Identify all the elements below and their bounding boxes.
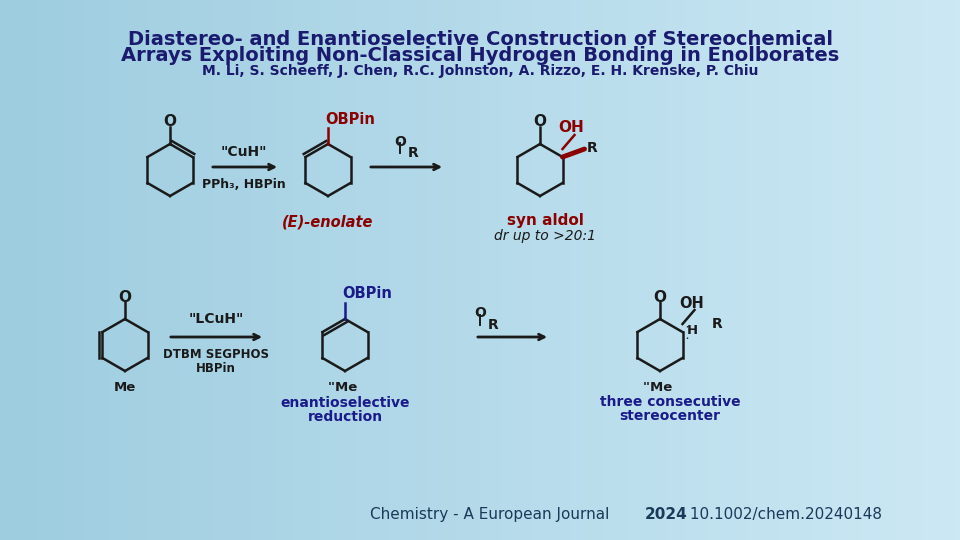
Text: H: H [687,323,698,336]
Text: "CuH": "CuH" [221,145,267,159]
Text: reduction: reduction [307,410,383,424]
Text: dr up to >20:1: dr up to >20:1 [494,229,596,243]
Text: ''Me: ''Me [643,381,673,394]
Text: enantioselective: enantioselective [280,396,410,410]
Text: three consecutive: three consecutive [600,395,740,409]
Text: O: O [163,114,177,130]
Text: M. Li, S. Scheeff, J. Chen, R.C. Johnston, A. Rizzo, E. H. Krenske, P. Chiu: M. Li, S. Scheeff, J. Chen, R.C. Johnsto… [202,64,758,78]
Text: "LCuH": "LCuH" [188,312,244,326]
Text: OBPin: OBPin [325,111,375,126]
Text: Diastereo- and Enantioselective Construction of Stereochemical: Diastereo- and Enantioselective Construc… [128,30,832,49]
Text: OBPin: OBPin [342,287,392,301]
Text: O: O [654,289,666,305]
Text: HBPin: HBPin [196,361,236,375]
Text: Chemistry - A European Journal: Chemistry - A European Journal [370,507,614,522]
Text: OH: OH [679,295,704,310]
Text: ''Me: ''Me [328,381,358,394]
Text: OH: OH [559,119,585,134]
Text: 10.1002/chem.20240148: 10.1002/chem.20240148 [685,507,882,522]
Text: PPh₃, HBPin: PPh₃, HBPin [203,179,286,192]
Text: 2024: 2024 [645,507,687,522]
Text: Me: Me [114,381,136,394]
Text: O: O [118,289,132,305]
Text: R: R [408,146,419,160]
Text: R: R [712,317,723,331]
Text: R: R [588,141,598,155]
Text: syn aldol: syn aldol [507,213,584,227]
Text: DTBM SEGPHOS: DTBM SEGPHOS [163,348,269,361]
Text: R: R [488,318,499,332]
Text: O: O [474,306,486,320]
Text: O: O [394,135,406,149]
Text: Arrays Exploiting Non-Classical Hydrogen Bonding in Enolborates: Arrays Exploiting Non-Classical Hydrogen… [121,46,839,65]
Text: stereocenter: stereocenter [619,409,721,423]
Text: (E)-enolate: (E)-enolate [282,214,373,230]
Text: O: O [534,114,546,130]
